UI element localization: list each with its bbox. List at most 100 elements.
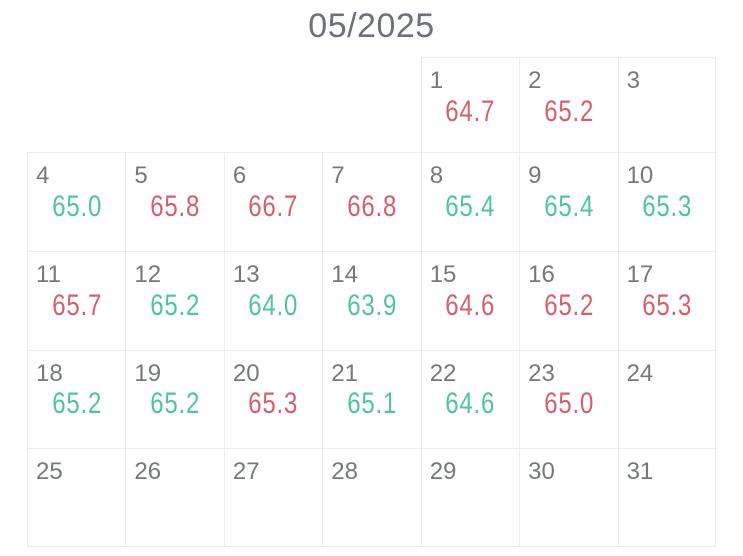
day-cell-25[interactable]: 25 — [27, 448, 126, 547]
day-cell-2[interactable]: 2 65.2 — [519, 57, 618, 152]
day-number: 22 — [429, 359, 457, 387]
day-value: 65.2 — [150, 387, 201, 421]
day-value-wrap: 65.2 — [520, 94, 617, 128]
day-cell-26[interactable]: 26 — [125, 448, 224, 547]
day-value: 65.4 — [543, 189, 594, 223]
day-cell-21[interactable]: 21 65.1 — [322, 349, 421, 449]
day-value-wrap: 65.8 — [126, 189, 223, 223]
day-cell-23[interactable]: 23 65.0 — [519, 349, 618, 449]
day-number: 29 — [429, 458, 457, 486]
day-number: 18 — [36, 359, 63, 387]
day-number: 12 — [134, 260, 162, 288]
day-value-wrap: 65.3 — [619, 290, 715, 321]
day-value: 63.9 — [347, 288, 397, 322]
day-cell-24[interactable]: 24 — [617, 349, 716, 449]
day-cell-5[interactable]: 5 65.8 — [125, 152, 224, 251]
day-number: 16 — [528, 260, 555, 288]
day-value-wrap: 65.2 — [28, 389, 125, 419]
day-value-wrap: 64.0 — [225, 288, 322, 322]
day-cell-13[interactable]: 13 64.0 — [223, 250, 323, 350]
day-value: 66.7 — [248, 189, 299, 223]
day-value-wrap: 66.8 — [323, 189, 420, 223]
day-number: 24 — [626, 359, 654, 387]
day-cell-12[interactable]: 12 65.2 — [125, 250, 224, 350]
day-cell-3[interactable]: 3 — [617, 57, 716, 152]
empty-cell — [27, 57, 125, 152]
day-cell-22[interactable]: 22 64.6 — [420, 349, 520, 449]
day-number: 26 — [134, 458, 162, 486]
day-value-wrap: 65.4 — [422, 189, 519, 223]
day-number: 4 — [36, 162, 50, 189]
day-value: 64.6 — [445, 387, 496, 421]
day-cell-6[interactable]: 6 66.7 — [223, 152, 323, 251]
day-value: 65.3 — [248, 387, 299, 421]
day-number: 1 — [429, 67, 444, 94]
day-number: 23 — [528, 359, 555, 387]
day-number: 2 — [528, 67, 542, 94]
day-value: 65.3 — [641, 189, 692, 223]
day-value-wrap: 65.2 — [126, 389, 223, 419]
day-number: 13 — [232, 260, 260, 288]
day-cell-4[interactable]: 4 65.0 — [27, 152, 126, 251]
day-value-wrap: 63.9 — [323, 288, 420, 322]
day-number: 7 — [331, 162, 345, 189]
empty-cell — [125, 57, 223, 152]
day-value-wrap: 64.7 — [422, 94, 519, 128]
empty-cell — [224, 57, 322, 152]
empty-cell — [322, 57, 420, 152]
day-number: 11 — [36, 260, 61, 288]
day-number: 14 — [331, 260, 358, 288]
day-number: 3 — [626, 67, 640, 94]
day-number: 10 — [626, 162, 654, 189]
day-cell-18[interactable]: 18 65.2 — [27, 349, 126, 449]
day-value: 65.8 — [150, 189, 201, 223]
day-number: 28 — [331, 458, 358, 486]
day-value-wrap: 65.7 — [28, 288, 125, 322]
day-cell-28[interactable]: 28 — [322, 448, 421, 547]
day-cell-19[interactable]: 19 65.2 — [125, 349, 224, 449]
day-value: 65.4 — [445, 189, 496, 223]
day-number: 8 — [429, 162, 444, 189]
day-number: 9 — [528, 162, 542, 189]
day-value-wrap: 66.7 — [225, 189, 322, 223]
day-number: 19 — [134, 359, 162, 387]
day-number: 17 — [626, 260, 654, 288]
day-number: 21 — [331, 359, 358, 387]
day-cell-8[interactable]: 8 65.4 — [420, 152, 520, 251]
day-value: 64.7 — [445, 94, 496, 128]
day-cell-20[interactable]: 20 65.3 — [223, 349, 323, 449]
day-cell-29[interactable]: 29 — [420, 448, 520, 547]
day-cell-1[interactable]: 1 64.7 — [420, 57, 520, 152]
day-value: 65.2 — [543, 94, 594, 128]
day-number: 15 — [429, 260, 457, 288]
day-value: 65.0 — [543, 387, 594, 421]
day-cell-10[interactable]: 10 65.3 — [617, 152, 716, 251]
day-value: 66.8 — [347, 189, 397, 223]
day-number: 20 — [232, 359, 260, 387]
day-cell-11[interactable]: 11 65.7 — [27, 250, 126, 350]
day-cell-31[interactable]: 31 — [617, 448, 716, 547]
day-value-wrap: 65.1 — [323, 389, 420, 419]
day-cell-14[interactable]: 14 63.9 — [322, 250, 421, 350]
day-cell-16[interactable]: 16 65.2 — [519, 250, 618, 350]
day-value: 65.7 — [51, 288, 102, 322]
day-value: 65.2 — [51, 387, 102, 421]
day-value: 65.1 — [347, 387, 397, 421]
day-cell-7[interactable]: 7 66.8 — [322, 152, 421, 251]
day-value-wrap: 65.2 — [126, 288, 223, 322]
day-cell-27[interactable]: 27 — [223, 448, 323, 547]
month-title: 05/2025 — [308, 7, 435, 45]
day-value-wrap: 64.6 — [422, 290, 519, 321]
day-number: 30 — [528, 458, 555, 486]
calendar-grid: 1 64.7 2 65.2 3 4 65.0 5 65.8 6 66.7 7 6… — [27, 57, 716, 547]
day-cell-30[interactable]: 30 — [519, 448, 618, 547]
day-cell-9[interactable]: 9 65.4 — [519, 152, 618, 251]
day-value-wrap: 64.6 — [422, 389, 519, 419]
day-number: 31 — [626, 458, 654, 486]
day-value: 65.2 — [150, 288, 201, 322]
day-value: 64.0 — [248, 288, 299, 322]
day-cell-17[interactable]: 17 65.3 — [617, 250, 716, 350]
day-cell-15[interactable]: 15 64.6 — [420, 250, 520, 350]
day-value-wrap: 65.3 — [619, 189, 715, 223]
